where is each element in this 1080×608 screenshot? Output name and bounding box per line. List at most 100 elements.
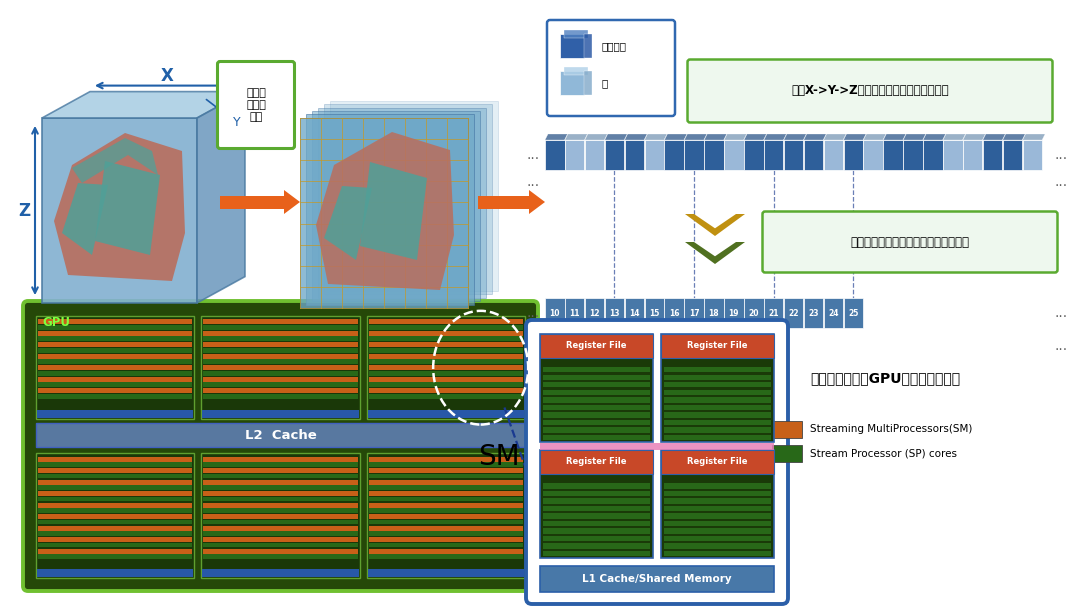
Polygon shape (685, 214, 745, 236)
Bar (664, 375, 771, 380)
Bar (201, 454, 360, 578)
Polygon shape (529, 190, 545, 214)
Bar (38, 359, 192, 364)
Bar (38, 354, 192, 359)
Text: 16: 16 (669, 308, 679, 317)
Text: 25: 25 (848, 308, 859, 317)
Text: 24: 24 (828, 308, 838, 317)
Text: ...: ... (527, 148, 540, 162)
Text: Stream Processor (SP) cores: Stream Processor (SP) cores (810, 449, 957, 458)
Text: 三维组
织结构
划分: 三维组 织结构 划分 (246, 88, 266, 122)
Bar (661, 334, 774, 442)
Polygon shape (824, 134, 846, 140)
Bar (38, 514, 192, 519)
Polygon shape (744, 134, 767, 140)
FancyBboxPatch shape (526, 320, 788, 604)
Bar (368, 377, 523, 382)
Bar (724, 140, 744, 170)
Bar (883, 140, 903, 170)
Bar (203, 468, 357, 473)
Bar (330, 100, 498, 291)
Bar (943, 140, 962, 170)
Bar (38, 468, 192, 473)
Bar (661, 450, 774, 558)
Bar (42, 118, 197, 303)
Bar (37, 569, 193, 577)
Text: GPU: GPU (42, 316, 70, 329)
Polygon shape (685, 242, 745, 264)
Bar (545, 140, 565, 170)
Polygon shape (565, 134, 588, 140)
Text: X: X (161, 67, 174, 85)
Bar (203, 497, 357, 502)
Bar (368, 491, 523, 496)
Bar (543, 483, 650, 488)
Bar (203, 526, 357, 531)
Bar (584, 34, 592, 58)
Bar (584, 71, 592, 95)
Bar (824, 298, 843, 328)
Bar (201, 316, 360, 420)
Text: L1 Cache/Shared Memory: L1 Cache/Shared Memory (582, 574, 732, 584)
Bar (203, 325, 357, 330)
Bar (368, 336, 523, 341)
Bar (36, 423, 525, 447)
Bar (203, 549, 357, 554)
Polygon shape (963, 134, 985, 140)
Bar (661, 334, 774, 358)
Bar (661, 450, 774, 474)
Polygon shape (664, 134, 687, 140)
Bar (38, 503, 192, 508)
Polygon shape (724, 134, 746, 140)
Bar (203, 371, 357, 376)
Polygon shape (843, 134, 866, 140)
Bar (203, 474, 357, 478)
Polygon shape (1023, 134, 1045, 140)
Bar (664, 544, 771, 548)
Bar (540, 450, 653, 558)
Bar (306, 114, 474, 305)
Polygon shape (624, 134, 647, 140)
Bar (1002, 140, 1022, 170)
Text: 12: 12 (590, 308, 599, 317)
Bar (664, 483, 771, 488)
FancyBboxPatch shape (688, 60, 1053, 122)
Bar (664, 506, 771, 511)
Bar (804, 298, 823, 328)
Bar (38, 508, 192, 513)
Bar (664, 491, 771, 496)
Polygon shape (42, 92, 245, 118)
Bar (202, 410, 359, 418)
Bar (540, 334, 653, 358)
Text: 18: 18 (708, 308, 719, 317)
Bar (543, 397, 650, 402)
Polygon shape (943, 134, 966, 140)
Text: 22: 22 (788, 308, 799, 317)
Bar (624, 140, 644, 170)
Bar (963, 140, 983, 170)
Bar (540, 450, 653, 474)
Bar (543, 498, 650, 503)
Bar (543, 367, 650, 373)
Bar (367, 410, 524, 418)
Bar (203, 382, 357, 387)
Polygon shape (95, 161, 160, 255)
Text: Streaming MultiProcessors(SM): Streaming MultiProcessors(SM) (810, 424, 972, 435)
FancyBboxPatch shape (546, 20, 675, 116)
Bar (543, 420, 650, 425)
Bar (368, 371, 523, 376)
Bar (36, 454, 194, 578)
Bar (903, 140, 922, 170)
Bar (764, 140, 783, 170)
Bar (368, 462, 523, 467)
Bar (368, 537, 523, 542)
Polygon shape (54, 133, 185, 281)
Polygon shape (545, 134, 567, 140)
Bar (685, 140, 704, 170)
Bar (203, 348, 357, 353)
Bar (540, 443, 774, 449)
Bar (368, 331, 523, 336)
Bar (38, 497, 192, 502)
Bar (203, 354, 357, 359)
Bar (203, 537, 357, 542)
